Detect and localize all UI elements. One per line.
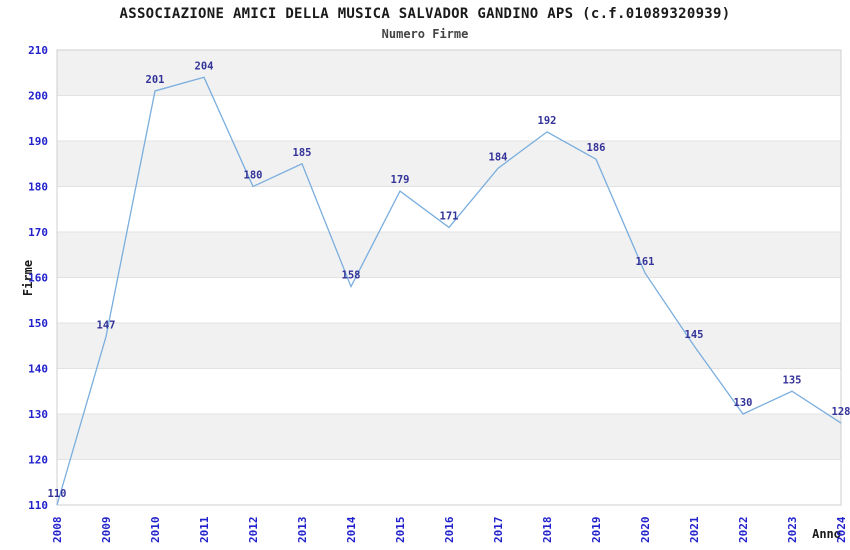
x-tick-label: 2016 — [443, 516, 456, 543]
y-axis-title: Firme — [21, 260, 35, 296]
x-tick-label: 2017 — [492, 517, 505, 544]
point-label: 110 — [48, 488, 67, 500]
x-tick-label: 2024 — [835, 516, 848, 543]
x-tick-label: 2009 — [100, 517, 113, 544]
point-label: 186 — [587, 142, 606, 154]
point-label: 179 — [391, 174, 410, 186]
y-tick-label: 120 — [28, 454, 48, 467]
point-label: 145 — [685, 329, 704, 341]
x-tick-label: 2008 — [51, 517, 64, 544]
x-tick-label: 2012 — [247, 517, 260, 544]
y-tick-label: 140 — [28, 363, 48, 376]
y-tick-label: 190 — [28, 135, 48, 148]
point-label: 128 — [832, 406, 850, 418]
point-label: 185 — [293, 147, 312, 159]
x-tick-label: 2014 — [345, 516, 358, 543]
point-label: 147 — [97, 320, 116, 332]
x-tick-label: 2019 — [590, 517, 603, 544]
x-tick-label: 2011 — [198, 516, 211, 543]
point-label: 184 — [489, 151, 508, 163]
y-tick-label: 180 — [28, 181, 48, 194]
chart-title: ASSOCIAZIONE AMICI DELLA MUSICA SALVADOR… — [119, 6, 731, 22]
y-tick-label: 160 — [28, 272, 48, 285]
point-label: 135 — [783, 374, 802, 386]
chart-subtitle: Numero Firme — [381, 27, 469, 41]
point-label: 161 — [636, 256, 655, 268]
y-tick-label: 200 — [28, 90, 48, 103]
y-tick-label: 170 — [28, 226, 48, 239]
plot-band — [57, 414, 841, 460]
x-tick-label: 2022 — [737, 517, 750, 544]
point-label: 204 — [195, 60, 214, 72]
plot-border — [56, 49, 842, 506]
point-label: 158 — [342, 270, 361, 282]
y-tick-label: 150 — [28, 317, 48, 330]
plot-band — [57, 50, 841, 96]
plot-band — [57, 232, 841, 278]
x-tick-label: 2015 — [394, 517, 407, 544]
x-tick-label: 2023 — [786, 517, 799, 544]
x-tick-label: 2013 — [296, 517, 309, 544]
plot-band — [57, 141, 841, 187]
x-tick-label: 2018 — [541, 517, 554, 544]
point-label: 180 — [244, 170, 263, 182]
x-axis-title: Anno — [812, 527, 841, 541]
plot-band — [57, 323, 841, 369]
x-tick-label: 2021 — [688, 516, 701, 543]
point-label: 171 — [440, 210, 459, 222]
point-label: 130 — [734, 397, 753, 409]
y-tick-label: 110 — [28, 499, 48, 512]
point-label: 192 — [538, 115, 557, 127]
point-label: 201 — [146, 74, 165, 86]
y-tick-label: 210 — [28, 44, 48, 57]
x-tick-label: 2020 — [639, 517, 652, 544]
line-series — [56, 76, 842, 506]
x-tick-label: 2010 — [149, 517, 162, 544]
y-tick-label: 130 — [28, 408, 48, 421]
